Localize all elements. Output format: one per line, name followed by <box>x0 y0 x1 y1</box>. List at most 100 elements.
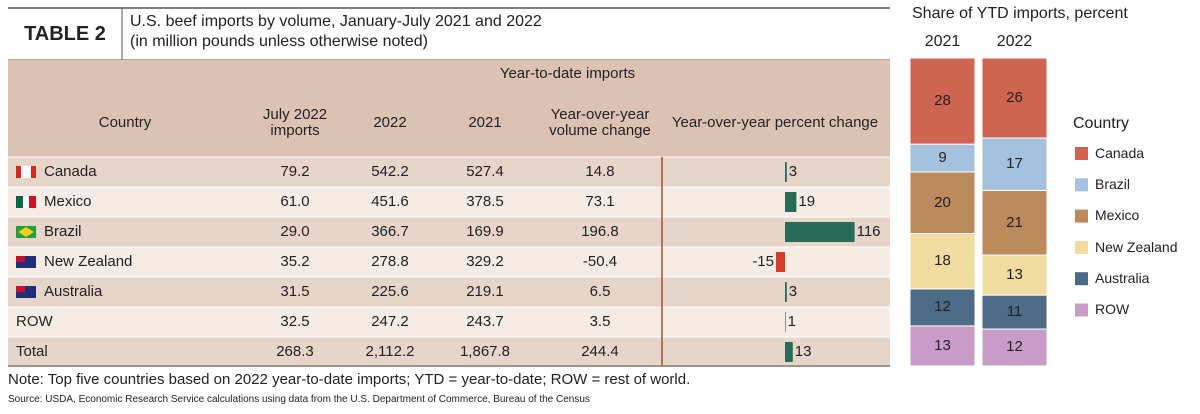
cell: 542.2 <box>371 162 409 180</box>
cell: 35.2 <box>280 252 310 270</box>
segment <box>981 57 1048 139</box>
segment <box>981 189 1048 256</box>
bar-label: 3 <box>788 162 798 180</box>
cell: 79.2 <box>280 162 310 180</box>
x-label: 2022 <box>996 33 1033 51</box>
table-subtitle: (in million pounds unless otherwise note… <box>130 33 428 51</box>
cell: 247.2 <box>371 312 409 330</box>
cell: 3.5 <box>589 312 611 330</box>
flag <box>29 196 36 208</box>
country: Australia <box>44 282 103 300</box>
segment <box>981 254 1048 296</box>
table-label-box <box>8 8 122 60</box>
flag <box>23 196 29 208</box>
segment-label: 12 <box>934 298 951 316</box>
bar-label: 116 <box>856 222 881 240</box>
bar-label: 1 <box>787 312 796 330</box>
flag <box>16 256 25 262</box>
cell: 329.2 <box>466 252 504 270</box>
segment-label: 11 <box>1006 302 1023 320</box>
x-label: 2021 <box>924 33 961 51</box>
segment <box>909 325 976 367</box>
column-header: Year-over-year percent change <box>671 113 879 131</box>
country: New Zealand <box>44 252 133 270</box>
legend-label: Australia <box>1095 269 1150 286</box>
source: Source: USDA, Economic Research Service … <box>8 393 590 405</box>
cell: 268.3 <box>276 342 314 360</box>
segment <box>909 143 976 173</box>
legend-label: Canada <box>1095 144 1145 161</box>
cell: 451.6 <box>371 192 409 210</box>
bar-label: 3 <box>788 282 798 300</box>
country: Total <box>16 342 48 360</box>
legend-label: New Zealand <box>1095 238 1178 255</box>
flag <box>16 286 25 292</box>
legend-swatch <box>1075 178 1088 192</box>
column-header: 2022 <box>373 113 407 131</box>
segment <box>981 137 1048 191</box>
cell: 31.5 <box>280 282 310 300</box>
segment-label: 17 <box>1006 155 1023 172</box>
segment-label: 13 <box>934 336 951 354</box>
cell: 243.7 <box>466 312 504 330</box>
cell: -50.4 <box>582 252 618 270</box>
cell: 32.5 <box>280 312 310 330</box>
column-header: Country <box>98 113 152 131</box>
flag <box>18 227 34 237</box>
country: Canada <box>44 162 97 180</box>
legend-label: Brazil <box>1095 176 1131 193</box>
bar <box>785 342 793 362</box>
bar <box>785 282 787 302</box>
bar-label: -15 <box>752 252 774 270</box>
bar <box>776 252 785 272</box>
cell: 61.0 <box>280 192 310 210</box>
segment <box>909 288 976 327</box>
bar <box>785 312 786 332</box>
segment <box>981 294 1048 330</box>
flag <box>31 166 36 178</box>
legend-label: Mexico <box>1095 207 1140 224</box>
row-bg <box>8 247 890 277</box>
country: ROW <box>16 312 53 330</box>
legend-swatch <box>1075 209 1088 223</box>
bar <box>785 192 797 212</box>
cell: 73.1 <box>585 192 615 210</box>
header-bg <box>8 60 890 157</box>
row-bg <box>8 277 890 307</box>
cell: 2,112.2 <box>365 342 415 360</box>
cell: 169.9 <box>466 222 504 240</box>
bar <box>785 222 855 242</box>
legend-swatch <box>1075 272 1088 286</box>
cell: 1,867.8 <box>459 342 511 360</box>
segment-label: 21 <box>1006 213 1023 231</box>
column-header: 2021 <box>468 113 502 131</box>
cell: 244.4 <box>581 342 619 360</box>
segment <box>909 233 976 290</box>
bar <box>785 162 787 182</box>
country: Brazil <box>44 222 82 240</box>
chart-title: Share of YTD imports, percent <box>912 5 1128 23</box>
note: Note: Top five countries based on 2022 y… <box>8 370 691 388</box>
segment-label: 12 <box>1006 338 1023 356</box>
row-bg <box>8 307 890 337</box>
row-bg <box>8 157 890 187</box>
segment-label: 20 <box>934 193 951 211</box>
cell: 196.8 <box>581 222 619 240</box>
segment-label: 13 <box>1006 265 1023 283</box>
cell: 378.5 <box>466 192 504 210</box>
flag <box>21 166 31 178</box>
group-header: Year-to-date imports <box>499 64 636 82</box>
legend-label: ROW <box>1095 301 1130 318</box>
column-header: Year-over-year volume change <box>549 105 651 139</box>
segment-label: 26 <box>1006 88 1023 106</box>
bar-label: 13 <box>794 342 812 360</box>
legend-swatch <box>1075 240 1088 254</box>
cell: 527.4 <box>466 162 504 180</box>
flag <box>16 166 21 178</box>
legend-title: Country <box>1073 115 1130 133</box>
segment-label: 9 <box>938 148 947 166</box>
legend-swatch <box>1075 303 1088 317</box>
flag <box>16 196 23 208</box>
